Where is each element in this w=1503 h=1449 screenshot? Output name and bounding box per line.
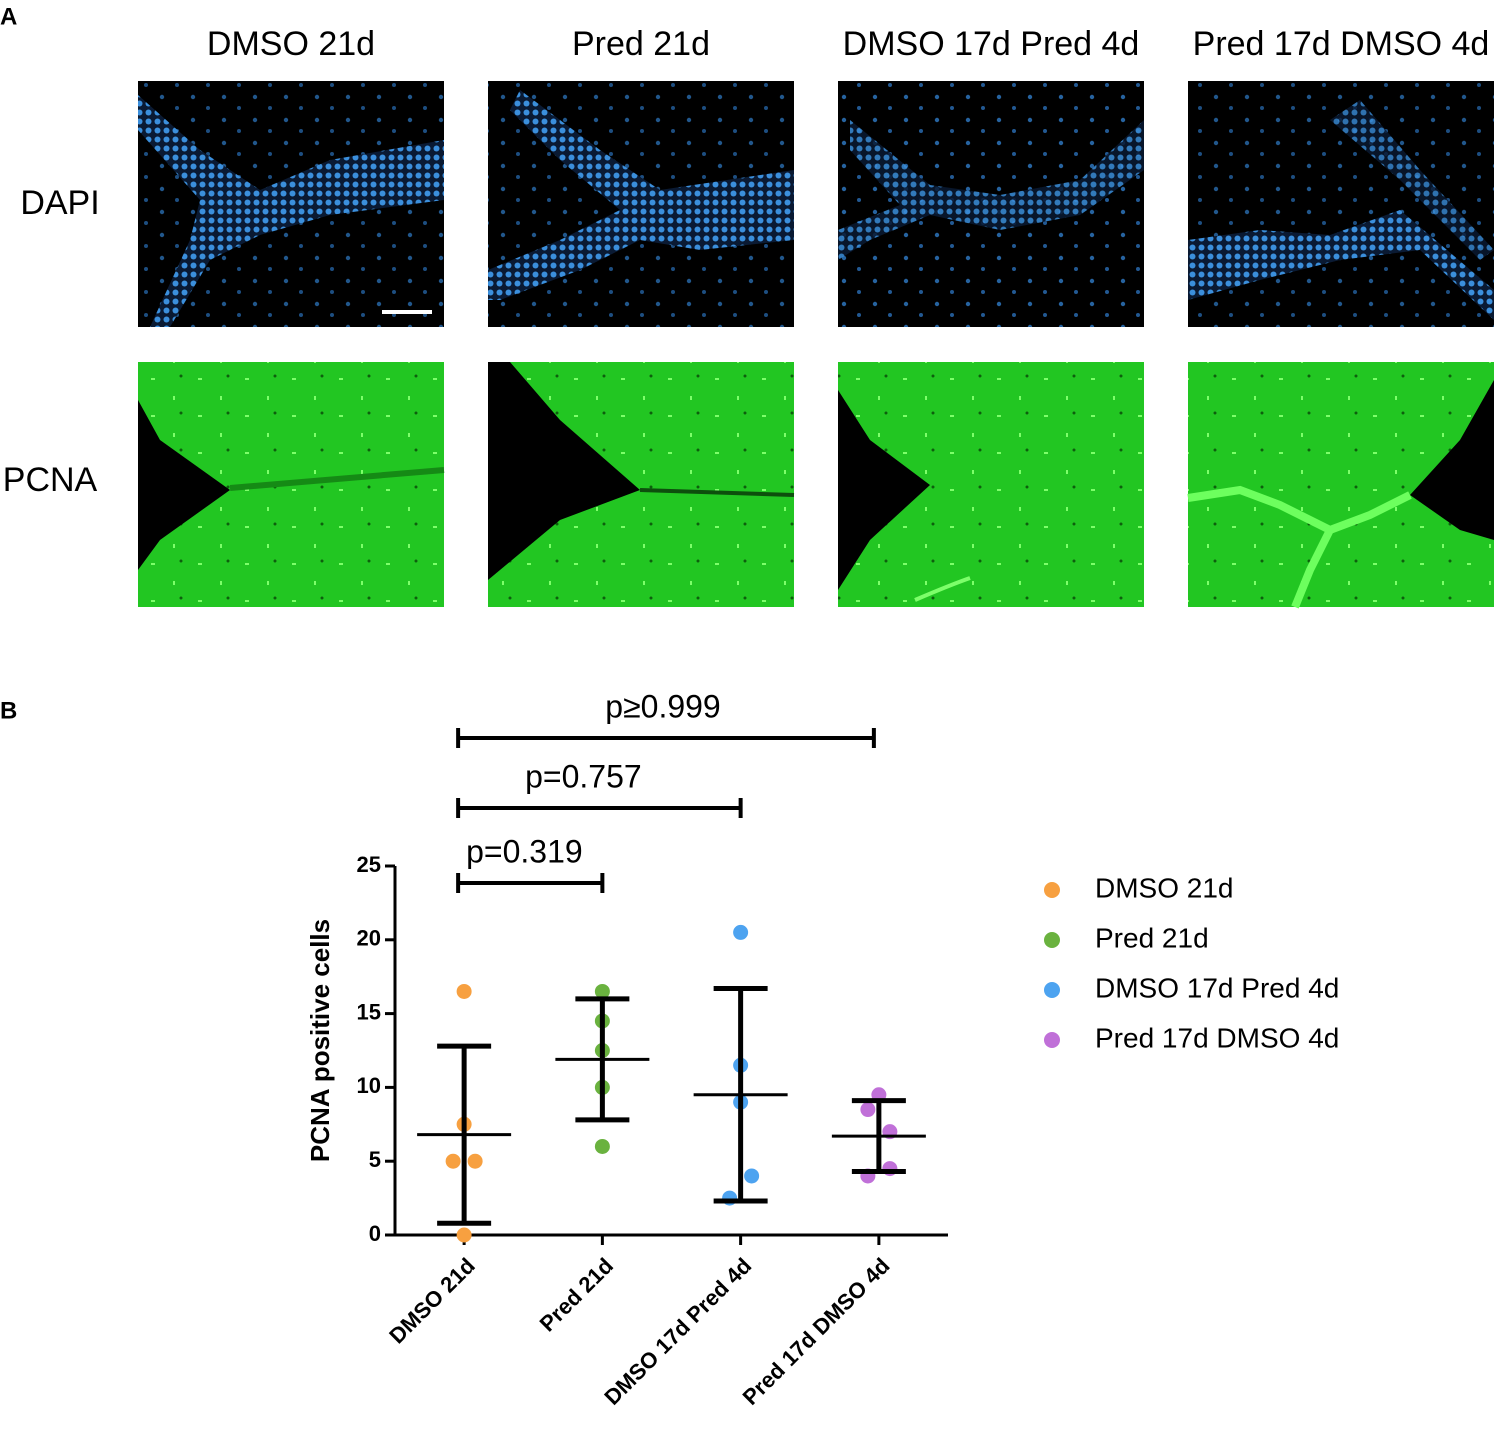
dapi-image [838,81,1144,327]
pcna-image [488,362,795,607]
data-point [733,924,749,940]
chart: 0 5 10 15 20 25 PCNA positive cells DMSO 21d Pre… [305,688,1339,1409]
x-tick-label: Pred 21d [535,1253,618,1336]
data-point [594,983,610,999]
pcna-image [1187,362,1494,609]
legend-label: Pred 21d [1095,922,1209,953]
column-title: Pred 21d [572,25,710,63]
data-point [594,1138,610,1154]
annotation: p=0.757 [525,758,642,794]
panel-label: A [0,3,17,30]
dapi-image [138,81,444,327]
legend-label: Pred 17d DMSO 4d [1095,1022,1339,1053]
y-tick-label: 10 [357,1073,381,1098]
legend-marker [1044,882,1060,898]
data-point [744,1168,760,1184]
y-tick-label: 20 [357,926,381,951]
dapi-image [1188,81,1494,327]
pcna-image [838,362,1144,607]
y-tick-label: 25 [357,852,381,877]
annotation: p≥0.999 [605,688,720,724]
legend-marker [1044,932,1060,948]
data-point [456,983,472,999]
legend-label: DMSO 21d [1095,872,1234,903]
x-tick-label: DMSO 17d Pred 4d [599,1253,756,1410]
legend-marker [1044,982,1060,998]
x-tick-label: DMSO 21d [384,1253,479,1348]
image-grid [138,81,1494,609]
data-point [456,1227,472,1243]
data-point [445,1153,461,1169]
column-title: DMSO 17d Pred 4d [843,25,1140,63]
column-title: DMSO 21d [207,25,375,63]
annotation: p=0.319 [466,833,583,869]
column-title: Pred 17d DMSO 4d [1193,25,1490,63]
legend-label: DMSO 17d Pred 4d [1095,972,1339,1003]
y-tick-label: 15 [357,999,381,1024]
legend-marker [1044,1032,1060,1048]
y-tick-label: 0 [369,1221,381,1246]
y-axis-label: PCNA positive cells [305,919,335,1162]
data-point [860,1102,876,1118]
x-tick-label: Pred 17d DMSO 4d [738,1253,895,1410]
y-tick-label: 5 [369,1147,381,1172]
row-label: PCNA [3,461,98,499]
panel-label: B [0,697,17,724]
dapi-image [488,81,794,327]
row-label: DAPI [20,184,99,222]
pcna-image [138,362,445,607]
data-point [467,1153,483,1169]
